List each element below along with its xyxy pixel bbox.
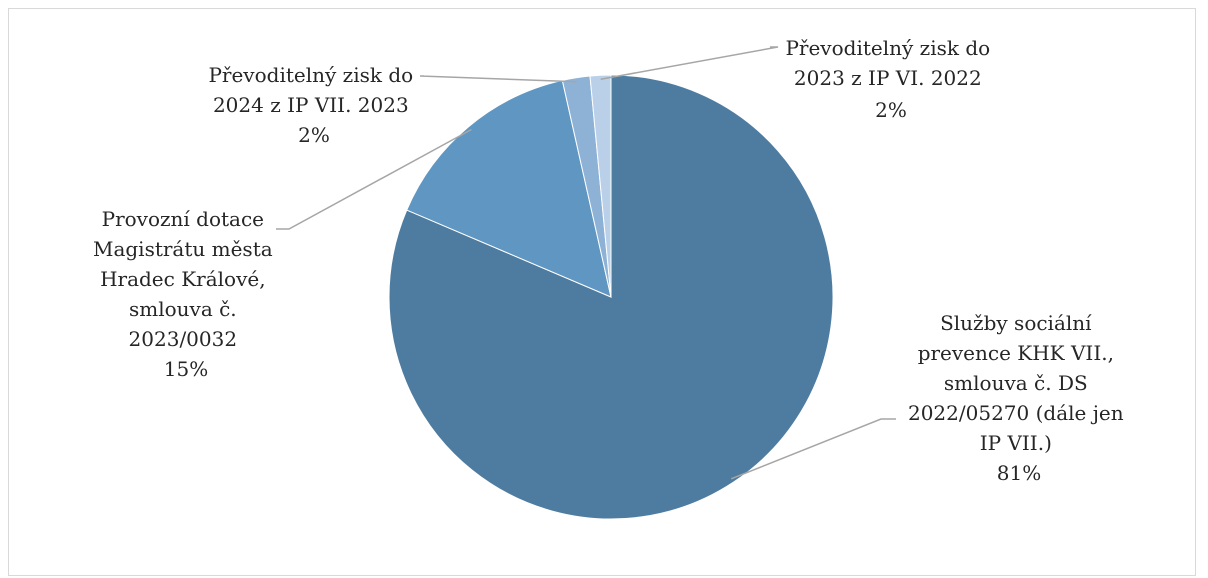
slice-label-1-line-2: Hradec Králové, [100, 267, 265, 291]
slice-label-0-line-4: IP VII.) [980, 431, 1052, 455]
pie-slice-0 [388, 74, 834, 520]
leader-line-2 [419, 75, 577, 83]
slice-label-3-line-1: 2023 z IP VI. 2022 [794, 66, 982, 90]
slice-label-0-line-3: 2022/05270 (dále jen [908, 401, 1124, 425]
pie-slices [388, 74, 834, 520]
slice-label-0: Služby sociální prevence KHK VII., smlou… [908, 311, 1130, 485]
slice-label-1: Provozní dotace Magistrátu města Hradec … [93, 207, 279, 381]
slice-label-1-line-3: smlouva č. [129, 297, 237, 321]
leader-line-1 [276, 128, 472, 230]
slice-label-1-line-1: Magistrátu města [93, 237, 273, 261]
pie-slice-3 [589, 74, 612, 298]
slice-label-1-percent: 15% [164, 357, 208, 381]
slice-label-2-line-0: Převoditelný zisk do [208, 63, 413, 87]
leader-lines [276, 46, 896, 480]
leader-line-3 [600, 46, 779, 80]
slice-label-2-line-1: 2024 z IP VII. 2023 [213, 93, 409, 117]
slice-label-0-line-2: smlouva č. DS [944, 371, 1088, 395]
slice-label-0-line-0: Služby sociální [940, 311, 1092, 335]
slice-label-3-line-0: Převoditelný zisk do [785, 36, 990, 60]
slice-label-1-line-0: Provozní dotace [102, 207, 264, 231]
slice-label-3: Převoditelný zisk do 2023 z IP VI. 2022 … [785, 36, 996, 122]
slice-label-0-line-1: prevence KHK VII., [918, 341, 1114, 365]
leader-line-0 [730, 418, 896, 480]
slice-label-3-percent: 2% [875, 98, 907, 122]
pie-slice-1 [406, 79, 612, 298]
slice-label-2: Převoditelný zisk do 2024 z IP VII. 2023… [208, 63, 419, 147]
slice-label-1-line-4: 2023/0032 [129, 327, 238, 351]
slice-label-0-percent: 81% [997, 461, 1041, 485]
slice-label-2-percent: 2% [298, 123, 330, 147]
